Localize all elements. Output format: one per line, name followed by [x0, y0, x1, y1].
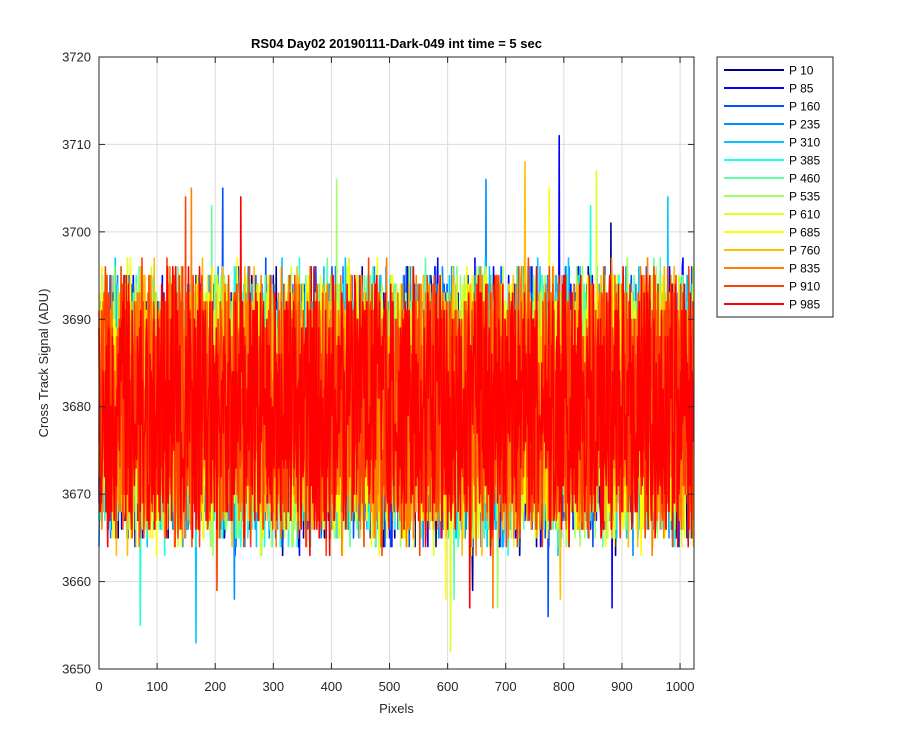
x-tick-label: 1000	[666, 679, 695, 694]
legend-label: P 535	[789, 190, 820, 204]
legend-label: P 910	[789, 280, 820, 294]
legend-label: P 760	[789, 244, 820, 258]
chart-title: RS04 Day02 20190111-Dark-049 int time = …	[251, 36, 542, 51]
x-tick-label: 100	[146, 679, 168, 694]
y-tick-label: 3700	[62, 224, 91, 239]
legend-label: P 610	[789, 208, 820, 222]
x-tick-label: 900	[611, 679, 633, 694]
y-axis-ticks: 3650 3660 3670 3680 3690 3700 3710 3720	[62, 50, 694, 677]
y-tick-label: 3650	[62, 662, 91, 677]
x-tick-label: 400	[321, 679, 343, 694]
y-tick-label: 3680	[62, 399, 91, 414]
legend-label: P 460	[789, 172, 820, 186]
x-tick-label: 600	[437, 679, 459, 694]
y-tick-label: 3710	[62, 137, 91, 152]
y-axis-label: Cross Track Signal (ADU)	[36, 289, 51, 438]
legend-box	[716, 56, 834, 318]
legend: P 10 P 85 P 160 P 235 P 310 P 385 P 460 P 535 P …	[716, 56, 834, 318]
legend-label: P 835	[789, 262, 820, 276]
x-axis-ticks: 0 100 200 300 400 500 600 700 800 900 1000	[95, 57, 695, 694]
legend-label: P 235	[789, 118, 820, 132]
x-tick-label: 300	[262, 679, 284, 694]
legend-label: P 310	[789, 136, 820, 150]
y-tick-label: 3660	[62, 574, 91, 589]
y-tick-label: 3720	[62, 50, 91, 65]
legend-label: P 685	[789, 226, 820, 240]
legend-label: P 10	[789, 64, 814, 78]
x-tick-label: 700	[495, 679, 517, 694]
x-tick-label: 200	[204, 679, 226, 694]
legend-label: P 985	[789, 298, 820, 312]
legend-label: P 85	[789, 82, 814, 96]
series-lines	[98, 134, 695, 653]
x-tick-label: 500	[379, 679, 401, 694]
x-tick-label: 0	[95, 679, 102, 694]
y-tick-label: 3690	[62, 312, 91, 327]
legend-label: P 160	[789, 100, 820, 114]
series-line-p-985	[98, 196, 695, 609]
y-tick-label: 3670	[62, 487, 91, 502]
x-tick-label: 800	[553, 679, 575, 694]
plot-frame	[98, 56, 695, 670]
x-axis-label: Pixels	[379, 701, 414, 716]
legend-label: P 385	[789, 154, 820, 168]
